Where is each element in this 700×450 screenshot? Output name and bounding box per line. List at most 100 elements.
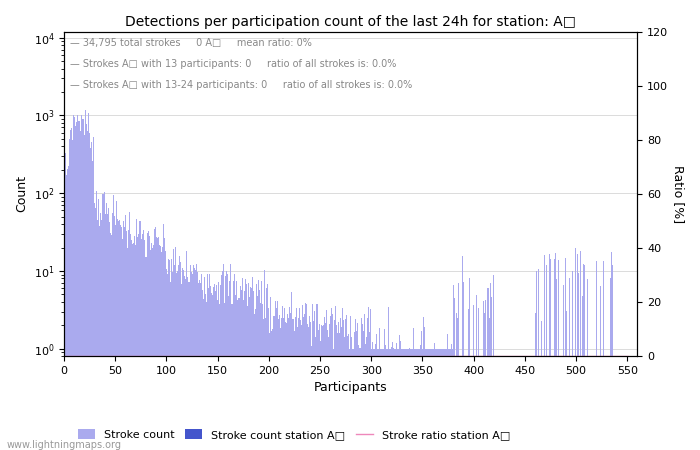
Bar [328,338,329,450]
Bar [218,282,219,450]
Bar [380,349,381,450]
Bar [434,343,435,450]
Bar [111,234,112,450]
Stroke ratio station A□ [311,354,319,359]
Bar [363,314,365,450]
Bar [210,286,211,450]
Bar [405,349,407,450]
Bar [419,349,420,450]
Legend: Stroke count, Stroke count station A□, Stroke ratio station A□: Stroke count, Stroke count station A□, S… [74,425,514,445]
Bar [215,291,216,450]
Bar [213,287,214,450]
Bar [166,269,167,450]
Bar [582,264,584,450]
Bar [412,349,413,450]
Bar [211,293,212,450]
Bar [323,317,325,450]
Bar [580,251,581,450]
Bar [390,349,391,450]
Bar [295,316,296,450]
Bar [425,349,426,450]
Bar [69,139,70,450]
Bar [80,131,81,450]
Bar [603,261,604,450]
Bar [549,254,550,450]
Bar [160,246,161,450]
Bar [310,322,312,450]
Bar [555,253,556,450]
Bar [578,273,579,450]
Bar [121,227,122,450]
Bar [331,308,332,450]
Bar [139,221,141,450]
Bar [320,341,321,450]
Bar [325,323,326,450]
Y-axis label: Count: Count [15,176,28,212]
Bar [487,288,489,450]
Bar [102,194,104,450]
Bar [431,349,432,450]
Bar [170,282,171,450]
Bar [558,261,559,450]
Bar [196,264,197,450]
Bar [261,281,262,450]
Bar [457,318,458,450]
Bar [161,252,162,450]
Bar [64,153,66,450]
Bar [83,119,84,450]
Bar [385,345,386,450]
Bar [462,256,463,450]
Bar [297,327,298,450]
Bar [454,298,455,450]
Bar [239,286,241,450]
Text: — Strokes A□ with 13 participants: 0     ratio of all strokes is: 0.0%: — Strokes A□ with 13 participants: 0 rat… [70,59,396,69]
Bar [206,302,207,450]
Bar [612,265,613,450]
Bar [113,216,115,450]
Bar [292,319,293,450]
Bar [389,349,390,450]
Bar [182,268,183,450]
Bar [157,238,158,450]
Bar [369,332,370,450]
Bar [150,243,152,450]
Bar [268,308,270,450]
Bar [453,285,454,450]
Bar [281,306,283,450]
Bar [74,117,75,450]
Bar [234,295,236,450]
Bar [95,208,97,450]
Bar [158,238,159,450]
Bar [344,337,345,450]
Bar [94,203,95,450]
Bar [265,318,266,450]
Bar [274,301,276,450]
Bar [77,115,78,450]
Bar [433,349,434,450]
Bar [314,311,316,450]
Bar [190,271,192,450]
Text: — 34,795 total strokes     0 A□     mean ratio: 0%: — 34,795 total strokes 0 A□ mean ratio: … [70,38,312,48]
Bar [117,219,118,450]
Bar [384,329,385,450]
Bar [305,303,306,450]
Bar [427,349,428,450]
Bar [383,349,384,450]
Bar [356,331,358,450]
Bar [556,279,557,450]
Bar [340,318,341,450]
Bar [202,290,203,450]
Bar [216,285,217,450]
Bar [377,349,378,450]
Bar [159,245,160,450]
Bar [251,288,252,450]
Bar [165,251,166,450]
Bar [225,275,226,450]
Bar [611,252,612,450]
Bar [335,306,336,450]
Bar [92,161,93,450]
Bar [445,349,447,450]
Bar [290,313,291,450]
Bar [442,349,444,450]
Bar [163,224,164,450]
